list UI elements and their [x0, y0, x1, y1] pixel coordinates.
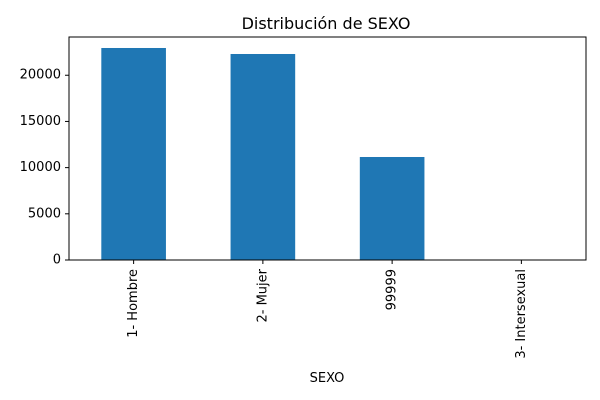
plot-frame: [68, 36, 587, 261]
y-tick-label: 20000: [20, 68, 61, 83]
x-axis-ticks: 1- Hombre 2- Mujer 99999 3- Intersexual: [126, 260, 529, 359]
bars-group: [101, 47, 554, 261]
x-tick-label: 3- Intersexual: [514, 269, 529, 359]
x-tick-label: 2- Mujer: [255, 268, 270, 322]
y-tick-label: 0: [53, 253, 61, 268]
y-tick-label: 5000: [28, 206, 61, 221]
x-tick-label: 99999: [385, 269, 400, 310]
bar: [230, 53, 296, 260]
y-tick-label: 15000: [20, 114, 61, 129]
x-axis-label: SEXO: [310, 371, 345, 386]
chart-title: Distribución de SEXO: [242, 14, 411, 33]
bar: [101, 47, 166, 261]
x-tick-label: 1- Hombre: [126, 269, 141, 338]
y-tick-label: 10000: [20, 160, 61, 175]
y-axis-ticks: 0 5000 10000 15000 20000: [20, 68, 69, 268]
bar: [359, 156, 425, 260]
